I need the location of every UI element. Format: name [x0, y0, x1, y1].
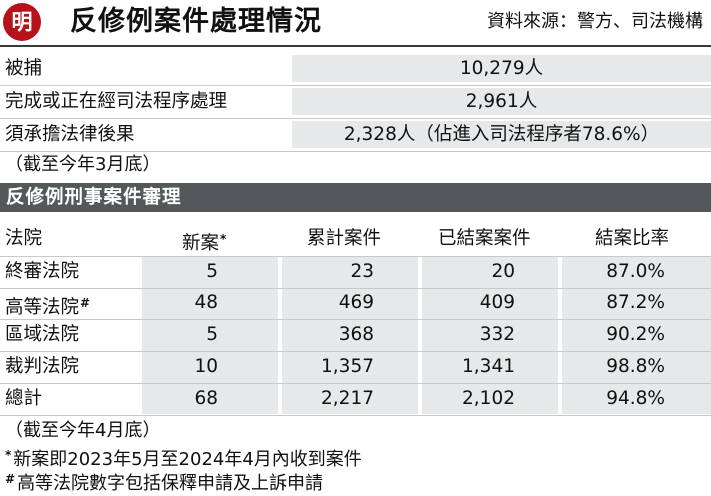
cell-rate: 90.2%	[606, 324, 665, 345]
logo: 明	[3, 3, 41, 41]
cell-closed: 409	[479, 292, 515, 313]
divider	[0, 288, 711, 289]
column-header-new: 新案*	[182, 224, 226, 254]
divider	[0, 151, 711, 152]
summary-row-arrested: 被捕 10,279人	[0, 53, 711, 84]
summary-label: 須承擔法律後果	[5, 124, 135, 145]
court-name: 裁判法院	[5, 356, 80, 377]
footnote-mark: *	[5, 448, 12, 462]
cell-new: 10	[194, 356, 218, 377]
divider	[0, 118, 711, 119]
divider	[0, 351, 711, 352]
source-credit: 資料來源：警方、司法機構	[487, 11, 703, 32]
summary-value: 2,328人（佔進入司法程序者78.6%）	[292, 121, 711, 148]
summary-label: 完成或正在經司法程序處理	[5, 91, 228, 112]
footnote-text: 高等法院數字包括保釋申請及上訴申請	[17, 473, 324, 494]
cell-total: 23	[350, 261, 374, 282]
footnote: # 高等法院數字包括保釋申請及上訴申請	[5, 467, 323, 496]
cell-new: 48	[194, 292, 218, 313]
column-shade	[422, 257, 558, 414]
summary-row-judicial: 完成或正在經司法程序處理 2,961人	[0, 86, 711, 117]
header-divider	[0, 45, 711, 47]
footnote-mark: *	[220, 232, 227, 246]
court-name: 終審法院	[5, 261, 80, 282]
summary-note: （截至今年3月底）	[5, 154, 161, 175]
cell-total: 2,217	[321, 388, 374, 409]
column-header-total: 累計案件	[307, 228, 382, 249]
header: 明 反修例案件處理情況 資料來源：警方、司法機構	[0, 0, 711, 44]
section-header: 反修例刑事案件審理	[0, 183, 711, 212]
cell-rate: 87.2%	[606, 292, 665, 313]
cell-rate: 98.8%	[606, 356, 665, 377]
column-header-new-label: 新案	[182, 233, 220, 254]
column-shade	[142, 257, 278, 414]
cell-new: 5	[206, 261, 218, 282]
cell-closed: 1,341	[462, 356, 515, 377]
divider	[0, 85, 711, 86]
section-title: 反修例刑事案件審理	[6, 187, 182, 208]
cell-total: 469	[338, 292, 374, 313]
table-row-court: 終審法院	[5, 257, 79, 287]
column-shade	[282, 257, 418, 414]
summary-row-consequences: 須承擔法律後果 2,328人（佔進入司法程序者78.6%）	[0, 119, 711, 150]
column-header-closed: 已結案案件	[438, 228, 531, 249]
column-header-court: 法院	[5, 228, 43, 249]
cell-closed: 20	[491, 261, 515, 282]
footnote-mark: #	[5, 472, 16, 486]
cell-closed: 332	[479, 324, 515, 345]
table-row-court: 裁判法院	[5, 352, 79, 382]
cell-rate: 87.0%	[606, 261, 665, 282]
page-title: 反修例案件處理情況	[70, 6, 322, 37]
cell-total: 1,357	[321, 356, 374, 377]
divider	[0, 415, 711, 416]
table-row-court: 總計	[5, 384, 42, 414]
footnote: * 新案即2023年5月至2024年4月內收到案件	[5, 443, 362, 472]
court-name: 總計	[5, 388, 43, 409]
table-row-court: 區域法院	[5, 320, 79, 350]
divider	[0, 319, 711, 320]
column-shade	[562, 257, 711, 414]
cell-new: 5	[206, 324, 218, 345]
court-name: 區域法院	[5, 324, 80, 345]
cell-closed: 2,102	[462, 388, 515, 409]
court-name: 高等法院	[5, 297, 80, 318]
cell-rate: 94.8%	[606, 388, 665, 409]
summary-label: 被捕	[5, 58, 43, 79]
summary-value: 10,279人	[292, 55, 711, 82]
table-row-court: 高等法院#	[5, 288, 90, 318]
footnote-mark: #	[80, 296, 91, 310]
summary-value: 2,961人	[292, 88, 711, 115]
cell-new: 68	[194, 388, 218, 409]
divider	[0, 383, 711, 384]
column-header-rate: 結案比率	[595, 228, 670, 249]
cell-total: 368	[338, 324, 374, 345]
divider	[0, 256, 711, 257]
table-note: （截至今年4月底）	[5, 420, 161, 441]
footnote-text: 新案即2023年5月至2024年4月內收到案件	[13, 449, 362, 470]
